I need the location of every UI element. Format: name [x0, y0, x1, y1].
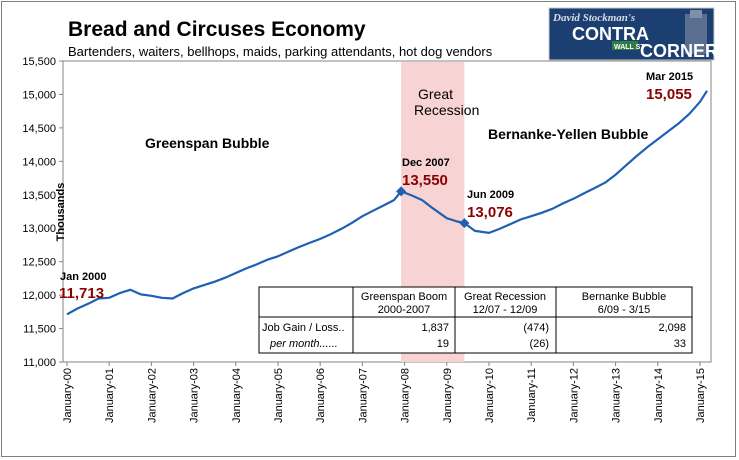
x-tick-label: January-06: [315, 368, 327, 423]
x-tick-label: January-09: [442, 368, 454, 423]
table-col3-line2: 6/09 - 3/15: [598, 304, 651, 316]
table-row2-col1: 19: [437, 338, 449, 350]
x-tick-label: January-03: [189, 368, 201, 423]
x-tick-label: January-08: [400, 368, 412, 423]
table-row1-label: Job Gain / Loss..: [262, 322, 345, 334]
y-tick-label: 15,000: [22, 89, 56, 101]
annotation-dec2007-value: 13,550: [402, 172, 448, 189]
annotation-marker-2: [459, 218, 470, 229]
x-tick-label: January-11: [526, 368, 538, 422]
annotation-mar2015-label: Mar 2015: [646, 71, 693, 83]
y-tick-label: 15,500: [22, 56, 56, 68]
x-tick-label: January-13: [611, 368, 623, 423]
y-axis-label: Thousands: [55, 183, 67, 242]
chart-subtitle: Bartenders, waiters, bellhops, maids, pa…: [68, 44, 493, 59]
y-tick-label: 13,000: [22, 223, 56, 235]
table-row2-col2: (26): [529, 338, 549, 350]
annotation-jan2000-value: 11,713: [59, 285, 104, 302]
annotation-mar2015-value: 15,055: [646, 86, 692, 103]
table-col3-line1: Bernanke Bubble: [582, 291, 666, 303]
table-row1-col3: 2,098: [658, 322, 686, 334]
table-row2-col3: 33: [674, 338, 686, 350]
contra-corner-logo: David Stockman's CONTRA WALL ST CORNER: [548, 7, 718, 61]
y-tick-label: 13,500: [22, 190, 56, 202]
annotation-jan2000-label: Jan 2000: [60, 271, 106, 283]
y-tick-label: 11,000: [23, 357, 56, 369]
table-col1-line2: 2000-2007: [378, 304, 431, 316]
logo-line3: CORNER: [640, 41, 718, 61]
x-tick-label: January-07: [357, 368, 369, 423]
x-tick-label: January-14: [653, 368, 665, 423]
table-row1-col1: 1,837: [421, 322, 449, 334]
annotation-jun2009-value: 13,076: [467, 204, 513, 221]
table-row2-label: per month......: [269, 338, 338, 350]
x-tick-label: January-02: [146, 368, 158, 423]
x-tick-label: January-05: [273, 368, 285, 423]
x-tick-label: January-04: [231, 368, 243, 423]
x-tick-label: January-00: [62, 368, 74, 423]
table-col2-line1: Great Recession: [464, 291, 546, 303]
x-tick-label: January-12: [568, 368, 580, 423]
table-row1-col2: (474): [523, 322, 549, 334]
y-tick-label: 12,500: [22, 257, 56, 269]
annotation-dec2007-label: Dec 2007: [402, 157, 450, 169]
region-label-recession: Recession: [414, 102, 479, 118]
summary-table: Greenspan Boom 2000-2007 Great Recession…: [258, 286, 693, 354]
y-tick-label: 14,500: [22, 123, 56, 135]
logo-line1: David Stockman's: [552, 12, 635, 24]
y-tick-label: 12,000: [22, 290, 56, 302]
y-tick-label: 14,000: [22, 156, 56, 168]
x-tick-label: January-10: [484, 368, 496, 423]
table-col1-line1: Greenspan Boom: [361, 291, 447, 303]
annotation-marker-1: [396, 186, 407, 197]
logo-line2: CONTRA: [572, 24, 649, 44]
region-label-great: Great: [418, 86, 453, 102]
series-line-0: [66, 90, 708, 316]
chart-title: Bread and Circuses Economy: [68, 18, 366, 41]
region-label-bernanke: Bernanke-Yellen Bubble: [488, 126, 648, 142]
region-label-greenspan: Greenspan Bubble: [145, 135, 270, 151]
annotation-jun2009-label: Jun 2009: [467, 189, 514, 201]
table-col2-line2: 12/07 - 12/09: [473, 304, 538, 316]
x-tick-label: January-15: [695, 368, 707, 423]
y-tick-label: 11,500: [23, 324, 56, 336]
logo-sign: WALL ST: [614, 44, 645, 51]
x-tick-label: January-01: [104, 368, 116, 423]
